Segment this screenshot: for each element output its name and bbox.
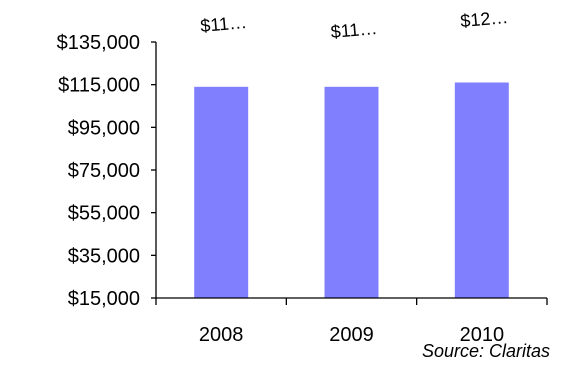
y-tick-label: $55,000 [68, 203, 140, 225]
data-label-2010: $12… [460, 7, 510, 31]
data-label-2008: $11… [200, 12, 248, 36]
bar-2009 [324, 86, 379, 298]
data-label-2009: $11… [330, 18, 378, 42]
y-tick-label: $35,000 [68, 245, 140, 267]
labels-layer: $15,000 $35,000 $55,000 $75,000 $95,000 $115,… [57, 7, 510, 346]
y-tick-label: $95,000 [68, 117, 140, 139]
source-note: Source: Claritas [422, 341, 550, 361]
bar-2008 [194, 86, 249, 298]
y-tick-label: $15,000 [68, 288, 140, 310]
x-tick-label: 2008 [199, 324, 244, 346]
axes [151, 41, 548, 305]
y-tick-label: $135,000 [57, 32, 140, 54]
bar-2010 [454, 82, 509, 298]
x-tick-label: 2009 [329, 324, 374, 346]
y-tick-label: $75,000 [68, 160, 140, 182]
bars-layer [194, 82, 509, 298]
y-tick-label: $115,000 [58, 75, 140, 97]
x-tick-label: 2010 [460, 324, 505, 346]
